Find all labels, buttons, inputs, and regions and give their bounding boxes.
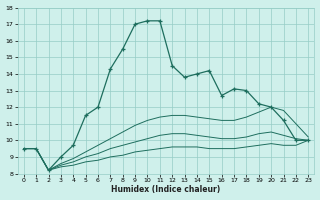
X-axis label: Humidex (Indice chaleur): Humidex (Indice chaleur) [111, 185, 221, 194]
